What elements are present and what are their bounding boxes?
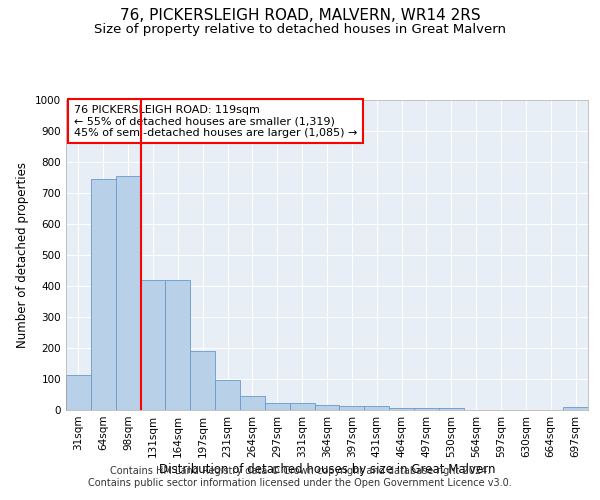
- Bar: [389, 408, 414, 410]
- Text: 76 PICKERSLEIGH ROAD: 119sqm
← 55% of detached houses are smaller (1,319)
45% of: 76 PICKERSLEIGH ROAD: 119sqm ← 55% of de…: [74, 104, 357, 138]
- Bar: [340, 406, 364, 410]
- Bar: [140, 280, 166, 410]
- Bar: [166, 280, 190, 410]
- Bar: [215, 380, 240, 410]
- Bar: [364, 406, 389, 410]
- Bar: [314, 405, 340, 410]
- Bar: [91, 179, 116, 410]
- Bar: [116, 176, 140, 410]
- X-axis label: Distribution of detached houses by size in Great Malvern: Distribution of detached houses by size …: [159, 462, 495, 475]
- Y-axis label: Number of detached properties: Number of detached properties: [16, 162, 29, 348]
- Text: 76, PICKERSLEIGH ROAD, MALVERN, WR14 2RS: 76, PICKERSLEIGH ROAD, MALVERN, WR14 2RS: [119, 8, 481, 22]
- Bar: [290, 403, 314, 410]
- Bar: [66, 375, 91, 410]
- Bar: [240, 396, 265, 410]
- Bar: [439, 408, 464, 410]
- Bar: [190, 351, 215, 410]
- Bar: [414, 408, 439, 410]
- Text: Size of property relative to detached houses in Great Malvern: Size of property relative to detached ho…: [94, 22, 506, 36]
- Bar: [265, 403, 290, 410]
- Text: Contains HM Land Registry data © Crown copyright and database right 2024.
Contai: Contains HM Land Registry data © Crown c…: [88, 466, 512, 487]
- Bar: [563, 407, 588, 410]
